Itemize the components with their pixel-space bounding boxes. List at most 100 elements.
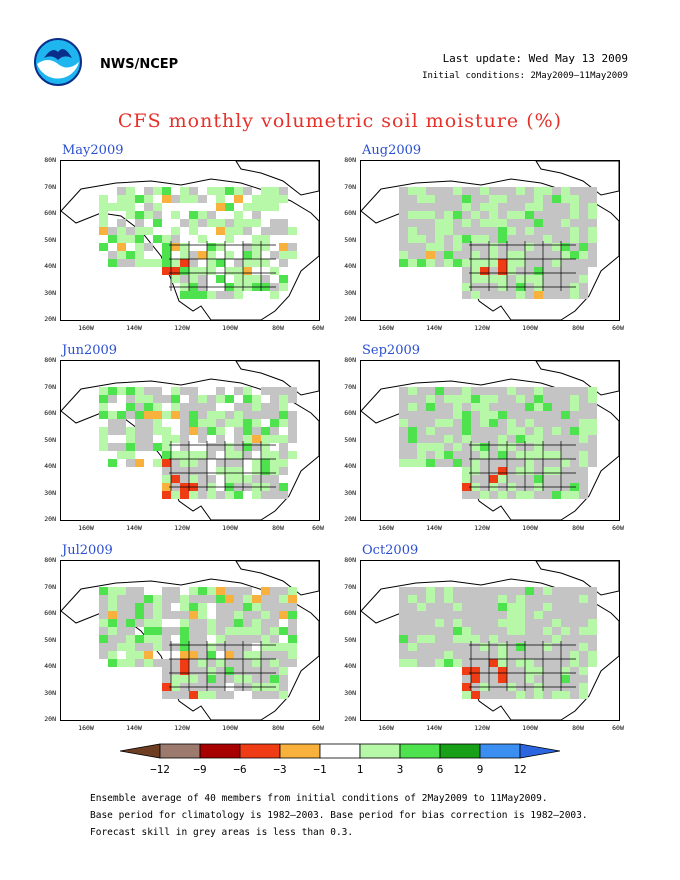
- map-cell: [543, 467, 552, 475]
- lat-tick-label: 80N: [44, 556, 56, 564]
- map-cell: [126, 251, 135, 259]
- map-cell: [99, 603, 108, 611]
- map-cell: [99, 195, 108, 203]
- map-cell: [444, 211, 453, 219]
- map-cell: [135, 251, 144, 259]
- map-cell: [216, 627, 225, 635]
- map-cell: [552, 195, 561, 203]
- map-cell: [444, 651, 453, 659]
- map-cell: [471, 635, 480, 643]
- map-cell: [399, 643, 408, 651]
- soil-moisture-map: [360, 160, 620, 321]
- map-cell: [552, 643, 561, 651]
- map-cell: [270, 587, 279, 595]
- map-cell: [471, 235, 480, 243]
- lon-tick-label: 140W: [426, 524, 442, 532]
- legend-swatch: [399, 743, 441, 759]
- map-cell: [216, 259, 225, 267]
- map-cell: [279, 467, 288, 475]
- map-cell: [189, 219, 198, 227]
- map-cell: [399, 243, 408, 251]
- map-cell: [270, 187, 279, 195]
- map-cell: [462, 195, 471, 203]
- map-cell: [270, 667, 279, 675]
- map-cell: [516, 243, 525, 251]
- map-cell: [180, 595, 189, 603]
- lon-tick-label: 140W: [126, 524, 142, 532]
- map-cell: [243, 619, 252, 627]
- map-cell: [417, 459, 426, 467]
- map-cell: [453, 195, 462, 203]
- map-cell: [453, 403, 462, 411]
- map-cell: [507, 603, 516, 611]
- map-cell: [462, 275, 471, 283]
- lat-tick-label: 20N: [344, 315, 356, 323]
- map-cell: [462, 451, 471, 459]
- map-cell: [543, 291, 552, 299]
- map-cell: [153, 595, 162, 603]
- map-cell: [507, 675, 516, 683]
- map-cell: [225, 475, 234, 483]
- map-cell: [189, 651, 198, 659]
- map-cell: [126, 611, 135, 619]
- map-cell: [99, 435, 108, 443]
- map-cell: [462, 475, 471, 483]
- map-cell: [417, 587, 426, 595]
- map-cell: [516, 387, 525, 395]
- map-cell: [144, 387, 153, 395]
- map-cell: [444, 427, 453, 435]
- map-cell: [225, 451, 234, 459]
- map-cell: [561, 267, 570, 275]
- map-cell: [525, 427, 534, 435]
- map-cell: [426, 611, 435, 619]
- map-cell: [243, 587, 252, 595]
- map-cell: [417, 219, 426, 227]
- map-cell: [279, 283, 288, 291]
- map-cell: [399, 251, 408, 259]
- map-cell: [561, 603, 570, 611]
- map-cell: [117, 635, 126, 643]
- map-cell: [288, 619, 297, 627]
- map-cell: [525, 475, 534, 483]
- map-cell: [588, 411, 597, 419]
- map-cell: [579, 203, 588, 211]
- map-cell: [543, 187, 552, 195]
- map-cell: [507, 611, 516, 619]
- map-cell: [135, 411, 144, 419]
- map-cell: [108, 227, 117, 235]
- map-cell: [570, 587, 579, 595]
- map-cell: [126, 627, 135, 635]
- map-cell: [279, 219, 288, 227]
- map-cell: [198, 627, 207, 635]
- map-cell: [498, 411, 507, 419]
- map-cell: [489, 235, 498, 243]
- map-cell: [153, 419, 162, 427]
- map-cell: [189, 459, 198, 467]
- map-cell: [270, 651, 279, 659]
- map-cell: [543, 211, 552, 219]
- map-cell: [252, 275, 261, 283]
- map-cell: [408, 451, 417, 459]
- map-cell: [525, 267, 534, 275]
- map-cell: [408, 643, 417, 651]
- map-cell: [225, 411, 234, 419]
- legend-swatch: [159, 743, 201, 759]
- map-cell: [198, 659, 207, 667]
- map-cell: [444, 451, 453, 459]
- panel-month-label: Jul2009: [62, 543, 113, 558]
- map-cell: [252, 427, 261, 435]
- map-cell: [243, 659, 252, 667]
- map-cell: [462, 419, 471, 427]
- map-cell: [288, 603, 297, 611]
- map-cell: [135, 211, 144, 219]
- map-cell: [180, 443, 189, 451]
- map-cell: [525, 235, 534, 243]
- lon-tick-label: 100W: [222, 324, 238, 332]
- map-cell: [471, 675, 480, 683]
- map-cell: [261, 195, 270, 203]
- map-cell: [144, 411, 153, 419]
- map-cell: [498, 675, 507, 683]
- map-cell: [261, 387, 270, 395]
- map-cell: [216, 291, 225, 299]
- map-cell: [261, 627, 270, 635]
